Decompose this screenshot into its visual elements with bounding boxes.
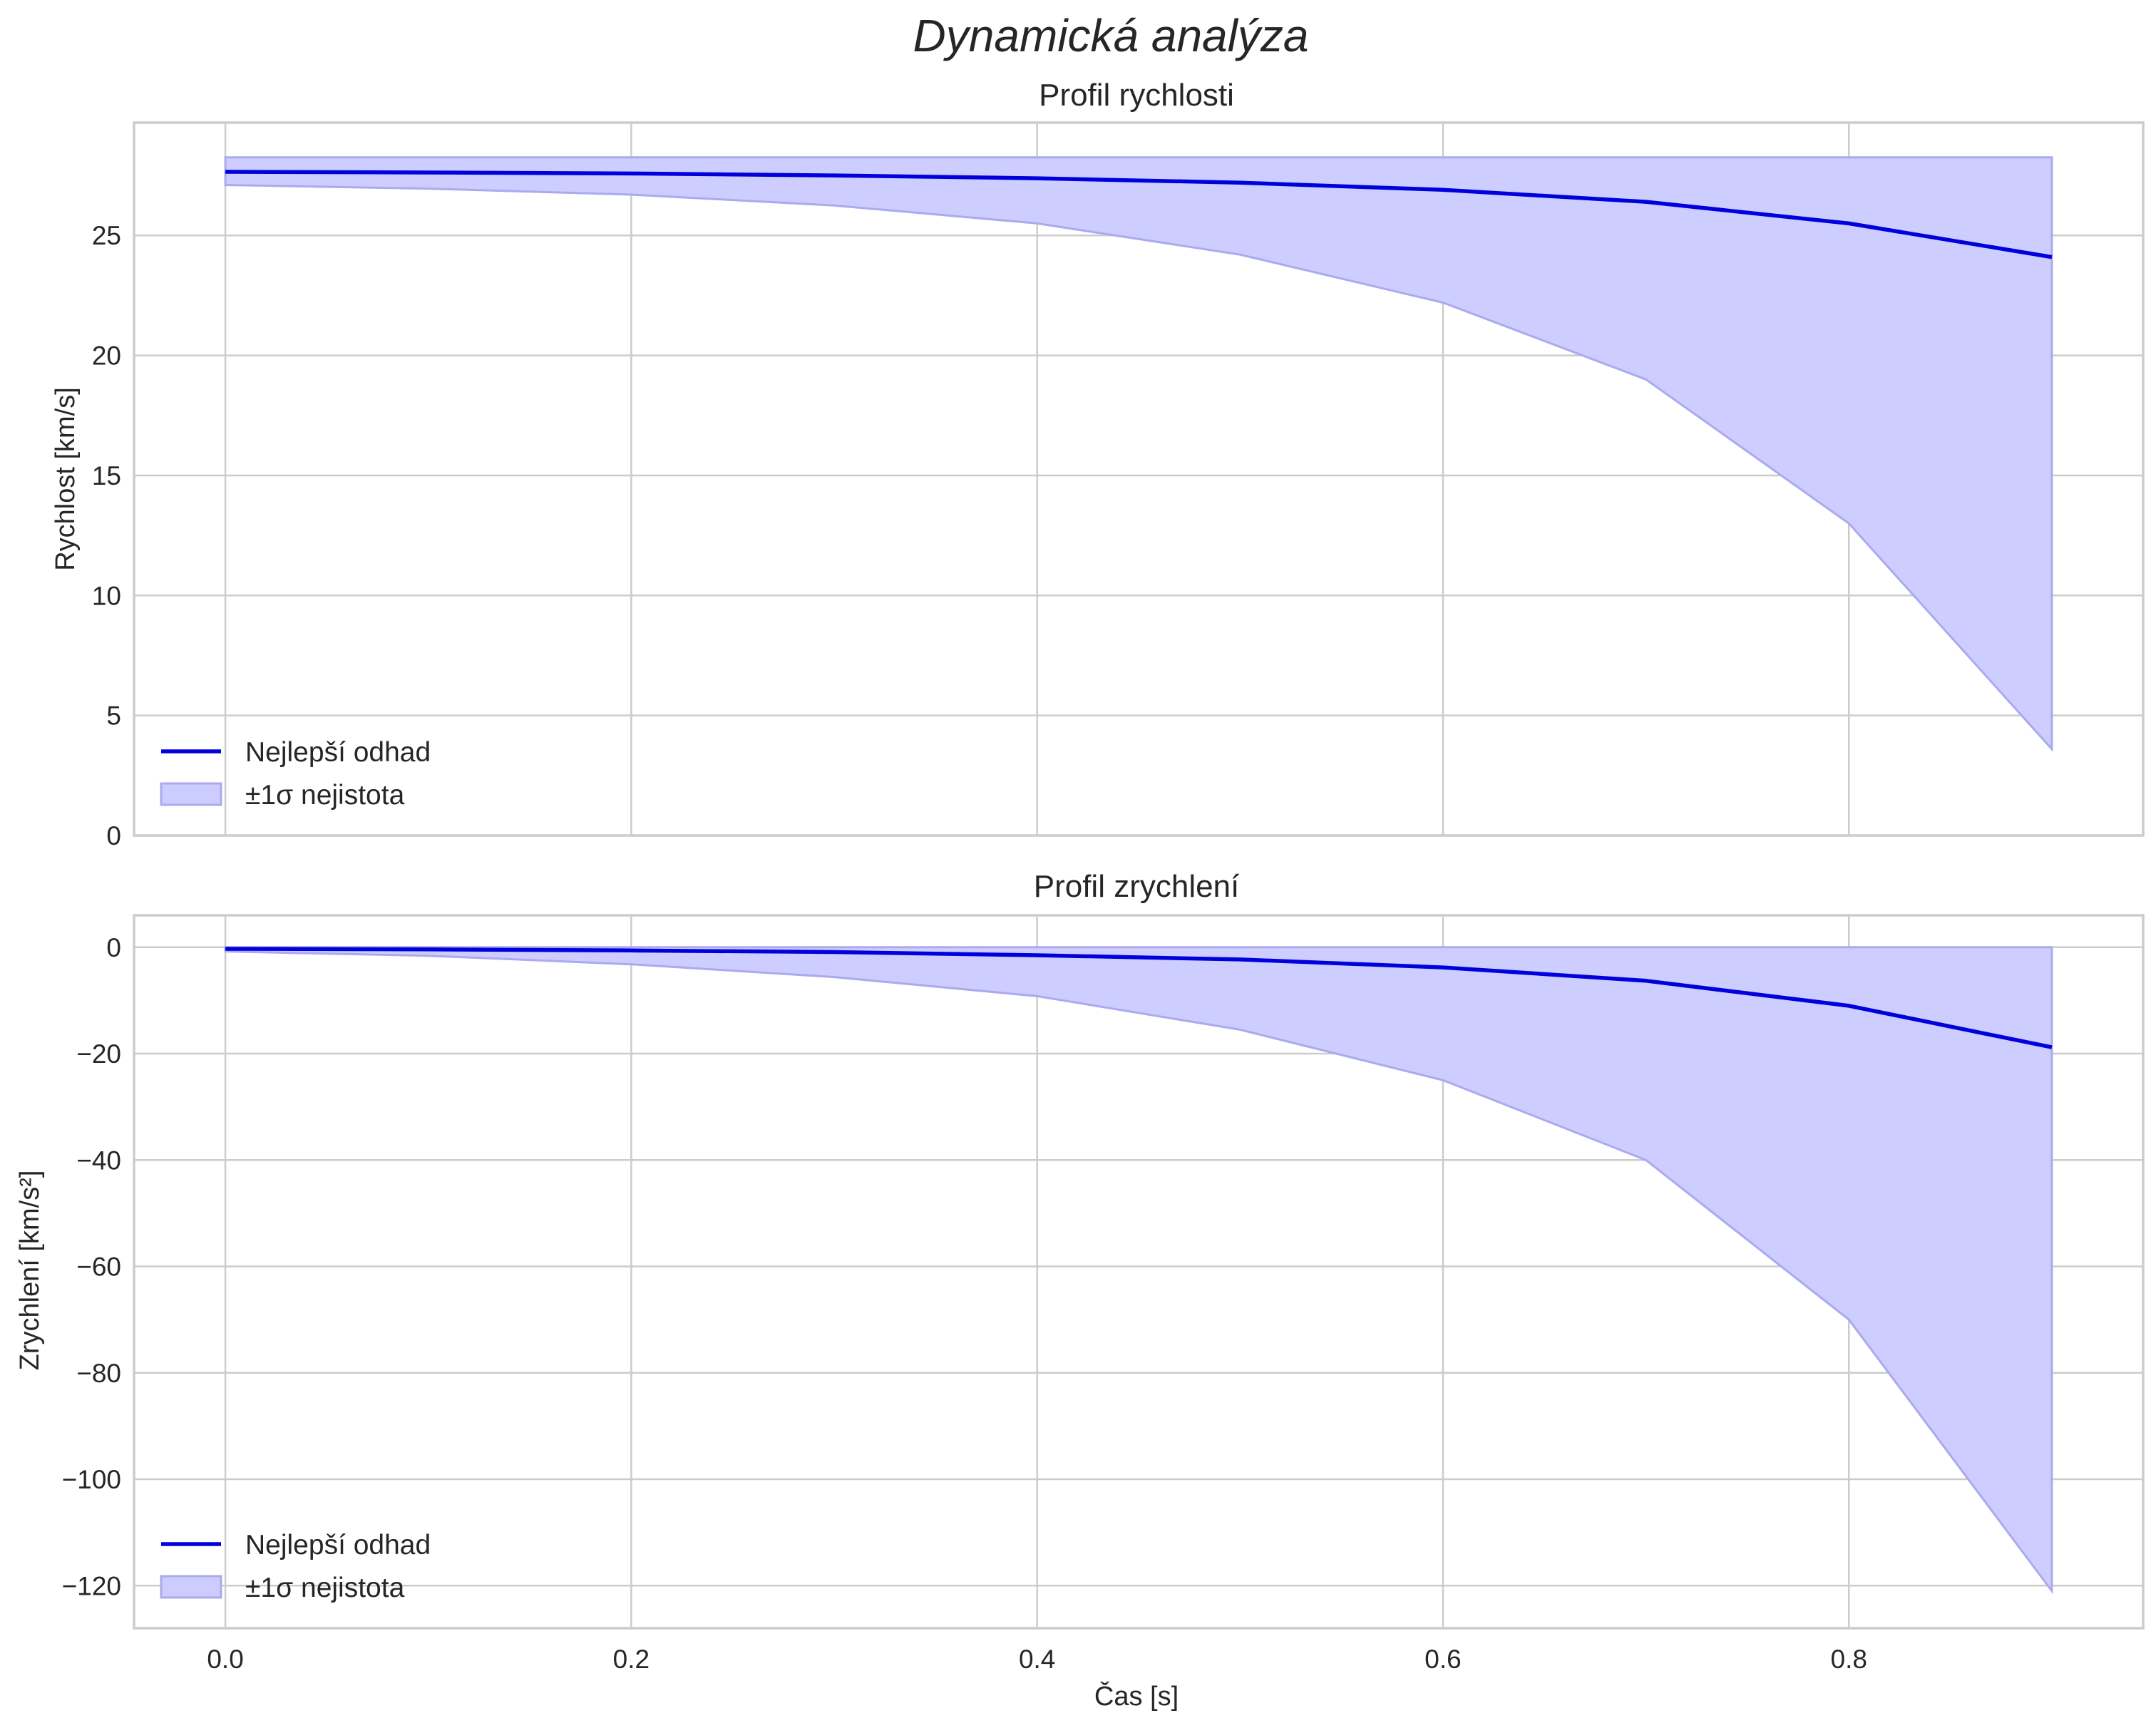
acceleration-y-tick-label: 0	[106, 933, 121, 962]
velocity-y-tick-label: 15	[92, 461, 121, 490]
acceleration-x-tick-label: 0.0	[207, 1645, 243, 1674]
acceleration-x-tick-label: 0.8	[1831, 1645, 1867, 1674]
acceleration-legend-label: Nejlepší odhad	[245, 1530, 431, 1560]
acceleration-y-axis-label: Zrychlení [km/s²]	[15, 1171, 45, 1371]
acceleration-y-tick-label: −40	[76, 1146, 121, 1175]
acceleration-y-tick-label: −100	[62, 1465, 121, 1494]
x-axis-label: Čas [s]	[1094, 1680, 1179, 1712]
acceleration-y-tick-label: −120	[62, 1571, 121, 1600]
velocity-uncertainty-band	[224, 156, 2053, 752]
acceleration-panel: Profil zrychlení Zrychlení [km/s²] 0 −20 −…	[15, 869, 2145, 1674]
acceleration-best-estimate-line	[225, 947, 2053, 1049]
velocity-plot-frame	[133, 121, 2145, 837]
velocity-best-estimate-line	[225, 170, 2053, 259]
velocity-y-tick-label: 5	[106, 701, 121, 731]
acceleration-y-tick-label: −60	[76, 1253, 121, 1282]
velocity-y-axis-label: Rychlost [km/s]	[51, 387, 81, 571]
acceleration-y-tick-label: −80	[76, 1359, 121, 1388]
velocity-legend-label: ±1σ nejistota	[245, 780, 405, 811]
acceleration-y-tick-label: −20	[76, 1039, 121, 1069]
figure-title: Dynamická analýza	[913, 10, 1309, 61]
acceleration-plot-frame	[133, 914, 2145, 1630]
velocity-panel-title: Profil rychlosti	[1039, 78, 1234, 113]
acceleration-x-tick-label: 0.6	[1424, 1645, 1461, 1674]
velocity-legend-label: Nejlepší odhad	[245, 737, 431, 768]
acceleration-legend-band-swatch	[160, 1575, 222, 1599]
acceleration-uncertainty-band	[224, 946, 2053, 1595]
acceleration-x-tick-label: 0.2	[613, 1645, 650, 1674]
velocity-y-tick-label: 20	[92, 341, 121, 371]
velocity-panel: Profil rychlosti Rychlost [km/s] 0 5 10 15 2…	[51, 78, 2145, 850]
velocity-legend-band-swatch	[160, 782, 222, 806]
acceleration-legend-label: ±1σ nejistota	[245, 1573, 405, 1603]
velocity-y-tick-label: 0	[106, 821, 121, 850]
velocity-y-tick-label: 10	[92, 581, 121, 610]
acceleration-panel-title: Profil zrychlení	[1034, 869, 1240, 904]
acceleration-x-tick-label: 0.4	[1019, 1645, 1055, 1674]
velocity-y-tick-label: 25	[92, 221, 121, 250]
